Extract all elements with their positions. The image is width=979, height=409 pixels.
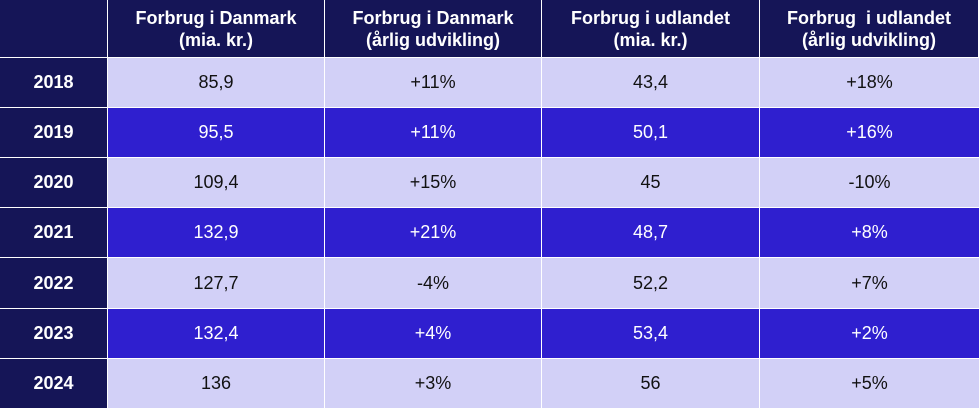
- row-year-label: 2020: [0, 158, 108, 208]
- table-cell: 127,7: [108, 258, 325, 309]
- table-cell: -10%: [760, 158, 979, 208]
- table-cell: +15%: [325, 158, 542, 208]
- column-header: Forbrug i udlandet (årlig udvikling): [760, 0, 979, 58]
- column-header: Forbrug i Danmark (årlig udvikling): [325, 0, 542, 58]
- column-header-line2: (årlig udvikling): [365, 29, 500, 50]
- table-cell: +11%: [325, 108, 542, 158]
- table-cell: +5%: [760, 359, 979, 409]
- table-cell: 132,4: [108, 309, 325, 359]
- column-header: Forbrug i udlandet (mia. kr.): [542, 0, 760, 58]
- table-cell: 85,9: [108, 58, 325, 108]
- table-cell: +11%: [325, 58, 542, 108]
- table-cell: 56: [542, 359, 760, 409]
- table-cell: 95,5: [108, 108, 325, 158]
- column-header-line1: Forbrug i Danmark: [135, 7, 297, 28]
- table-cell: +4%: [325, 309, 542, 359]
- row-year-label: 2018: [0, 58, 108, 108]
- column-header-line2: (mia. kr.): [613, 29, 688, 50]
- table-corner: [0, 0, 108, 58]
- table-cell: +8%: [760, 208, 979, 258]
- column-header-line1: Forbrug i udlandet: [787, 7, 951, 28]
- table-cell: +7%: [760, 258, 979, 309]
- table-cell: +21%: [325, 208, 542, 258]
- column-header: Forbrug i Danmark (mia. kr.): [108, 0, 325, 58]
- row-year-label: 2024: [0, 359, 108, 409]
- table-cell: 136: [108, 359, 325, 409]
- table-cell: 52,2: [542, 258, 760, 309]
- table-cell: 45: [542, 158, 760, 208]
- row-year-label: 2021: [0, 208, 108, 258]
- row-year-label: 2022: [0, 258, 108, 309]
- table-cell: -4%: [325, 258, 542, 309]
- column-header-line2: (årlig udvikling): [801, 29, 936, 50]
- table-cell: 50,1: [542, 108, 760, 158]
- table-cell: 43,4: [542, 58, 760, 108]
- table-cell: +18%: [760, 58, 979, 108]
- table-cell: 53,4: [542, 309, 760, 359]
- table-cell: +16%: [760, 108, 979, 158]
- table-cell: 132,9: [108, 208, 325, 258]
- table-cell: 109,4: [108, 158, 325, 208]
- column-header-line1: Forbrug i Danmark: [352, 7, 514, 28]
- table-cell: +3%: [325, 359, 542, 409]
- column-header-line2: (mia. kr.): [178, 29, 254, 50]
- column-header-line1: Forbrug i udlandet: [571, 7, 730, 28]
- row-year-label: 2019: [0, 108, 108, 158]
- table-cell: +2%: [760, 309, 979, 359]
- row-year-label: 2023: [0, 309, 108, 359]
- table-cell: 48,7: [542, 208, 760, 258]
